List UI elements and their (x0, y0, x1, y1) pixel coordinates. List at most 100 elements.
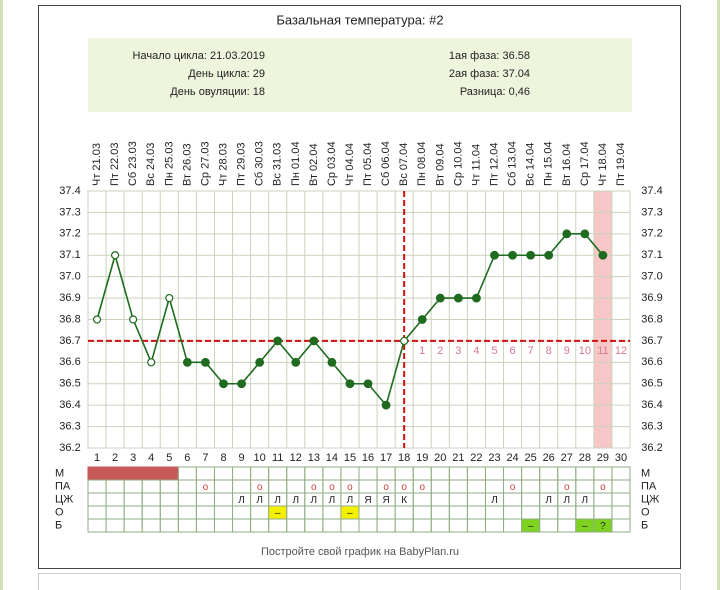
date-label: Вт 16.04 (561, 143, 573, 186)
y-tick-label: 37.3 (59, 206, 80, 218)
day-label: 2 (112, 452, 118, 464)
left-border (0, 0, 3, 590)
temperature-point (435, 293, 445, 303)
date-label: Сб 23.03 (127, 141, 139, 186)
y-tick-label: 36.4 (59, 399, 80, 411)
cell-text: о (257, 482, 263, 493)
cell-text: о (383, 482, 389, 493)
date-label: Ср 17.04 (579, 141, 591, 186)
phase-day-label: 7 (528, 345, 534, 357)
day-label: 20 (434, 452, 446, 464)
y-tick-label-right: 37.4 (641, 185, 662, 197)
date-label: Пн 25.03 (163, 141, 175, 186)
date-label: Вс 24.03 (145, 143, 157, 186)
y-tick-label-right: 37.0 (641, 271, 662, 283)
day-label: 8 (220, 452, 226, 464)
temperature-point (363, 379, 373, 389)
day-label: 16 (362, 452, 374, 464)
temperature-point (327, 357, 337, 367)
day-label: 6 (184, 452, 190, 464)
temperature-point (309, 336, 319, 346)
day-label: 18 (398, 452, 410, 464)
info-text: 1ая фаза: 36.58 (449, 50, 530, 62)
info-text: День овуляции: 18 (170, 86, 265, 98)
cell-text: о (203, 482, 209, 493)
date-label: Ср 03.04 (326, 141, 338, 186)
date-label: Пт 22.03 (109, 142, 121, 186)
row-label: Б (55, 519, 62, 531)
temperature-point (165, 293, 174, 303)
date-label: Чт 21.03 (91, 143, 103, 186)
info-text: Начало цикла: 21.03.2019 (133, 50, 265, 62)
cell-text: Л (563, 495, 570, 506)
y-tick-label-right: 37.2 (641, 228, 662, 240)
date-label: Ср 27.03 (199, 141, 211, 186)
temperature-point (345, 379, 355, 389)
cell-text: Л (311, 495, 318, 506)
phase-day-label: 5 (491, 345, 497, 357)
y-tick-label-right: 36.9 (641, 292, 662, 304)
day-label: 30 (615, 452, 627, 464)
temperature-point (129, 315, 138, 324)
date-label: Пн 01.04 (290, 141, 302, 186)
date-label: Чт 11.04 (470, 144, 482, 186)
temperature-point (580, 229, 590, 239)
date-label: Сб 13.04 (507, 141, 519, 186)
day-label: 24 (506, 452, 518, 464)
footer: Постройте свой график на BabyPlan.ru (261, 546, 459, 558)
date-label: Чт 04.04 (344, 143, 356, 186)
cell-text: Я (364, 495, 371, 506)
cell-text: Л (545, 495, 552, 506)
next-frame (38, 573, 681, 590)
phase-day-label: 3 (455, 345, 461, 357)
table-cell (123, 466, 143, 481)
cell-text: ? (600, 521, 606, 532)
temperature-point (147, 358, 156, 367)
temperature-point (544, 250, 554, 260)
day-label: 29 (597, 452, 609, 464)
y-tick-label: 36.6 (59, 356, 80, 368)
y-tick-label-right: 36.6 (641, 356, 662, 368)
cell-text: Л (238, 495, 245, 506)
cell-text: К (401, 495, 407, 506)
y-tick-label-right: 36.5 (641, 378, 662, 390)
table-cell (105, 466, 125, 481)
phase-day-label: 9 (564, 345, 570, 357)
y-tick-label-right: 37.3 (641, 206, 662, 218)
temperature-point (273, 336, 283, 346)
day-label: 10 (254, 452, 266, 464)
cell-text: Л (329, 495, 336, 506)
y-tick-label: 36.5 (59, 378, 80, 390)
info-text: Разница: 0,46 (460, 86, 530, 98)
day-label: 1 (94, 452, 100, 464)
info-text: 2ая фаза: 37.04 (449, 68, 530, 80)
temperature-point (182, 357, 192, 367)
day-label: 23 (488, 452, 500, 464)
row-label: О (55, 506, 64, 518)
date-label: Вс 31.03 (272, 143, 284, 186)
date-label: Вт 26.03 (181, 143, 193, 186)
row-label-right: ЦЖ (641, 493, 659, 505)
temperature-point (219, 379, 228, 389)
day-label: 11 (272, 452, 283, 464)
temperature-point (400, 336, 409, 346)
info-box (88, 38, 632, 112)
cell-text: о (347, 482, 353, 493)
temperature-point (110, 251, 120, 260)
date-label: Вт 02.04 (308, 143, 320, 186)
cell-text: – (347, 508, 353, 519)
cell-text: – (528, 521, 534, 532)
day-label: 9 (239, 452, 245, 464)
y-tick-label: 36.3 (59, 420, 80, 432)
temperature-point (92, 315, 102, 324)
date-label: Вс 07.04 (398, 143, 410, 186)
y-tick-label-right: 37.1 (641, 249, 662, 261)
day-label: 19 (416, 452, 428, 464)
y-tick-label: 36.2 (59, 442, 80, 454)
cell-text: о (600, 482, 606, 493)
cell-text: о (401, 482, 407, 493)
phase-day-label: 10 (579, 345, 591, 357)
y-tick-label-right: 36.4 (641, 399, 662, 411)
row-label-right: Б (641, 519, 648, 531)
day-label: 21 (452, 452, 464, 464)
